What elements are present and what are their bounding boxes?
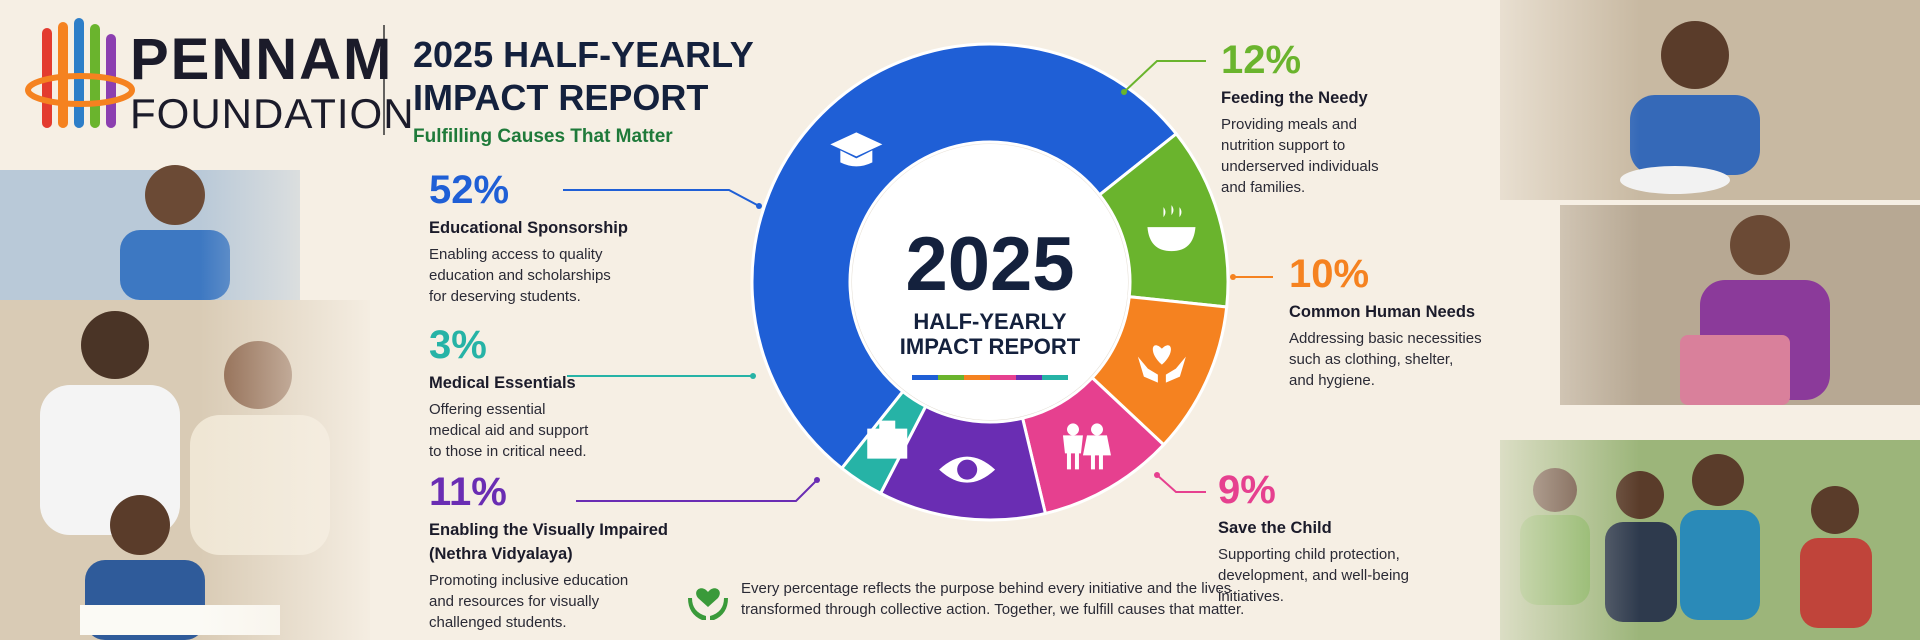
value-label: 9% bbox=[1218, 468, 1276, 512]
description-line: Providing meals and bbox=[1221, 116, 1357, 133]
title: IMPACT REPORT bbox=[413, 77, 709, 118]
center-color-bar bbox=[912, 375, 938, 380]
description: Supporting child protection, development,… bbox=[1218, 544, 1518, 607]
connector-dot bbox=[1230, 274, 1236, 280]
category-name: Common Human Needs bbox=[1289, 303, 1476, 321]
annotation: 9% Save the Child Supporting child protect… bbox=[1218, 468, 1518, 607]
connector-dot bbox=[756, 203, 762, 209]
left-photos bbox=[0, 160, 380, 640]
center-line: IMPACT REPORT bbox=[900, 334, 1081, 359]
connector-dot bbox=[1154, 472, 1160, 478]
segment-icon bbox=[1137, 345, 1186, 383]
center-year: 2025 bbox=[905, 222, 1074, 307]
value-label: 3% bbox=[429, 323, 487, 367]
value-label: 52% bbox=[429, 168, 510, 212]
description-line: and hygiene. bbox=[1289, 372, 1375, 389]
connector-line bbox=[576, 479, 818, 502]
segment-icon bbox=[867, 420, 908, 459]
description-line: Offering essential bbox=[429, 401, 546, 418]
annotation: 12% Feeding the Needy Providing meals and n… bbox=[1221, 38, 1521, 198]
description-line: and resources for visually bbox=[429, 593, 600, 610]
connector-line bbox=[1156, 474, 1206, 493]
footer-icon bbox=[688, 588, 728, 620]
description-line: initiatives. bbox=[1218, 588, 1284, 605]
description-line: such as clothing, shelter, bbox=[1289, 351, 1454, 368]
title: 2025 HALF-YEARLY bbox=[413, 34, 754, 75]
annotation: 52% Educational Sponsorship Enabling acces… bbox=[429, 168, 729, 307]
annotation: 3% Medical Essentials Offering essential me… bbox=[429, 323, 729, 462]
connector-dot bbox=[750, 373, 756, 379]
description-line: medical aid and support bbox=[429, 422, 589, 439]
footer-line: Every percentage reflects the purpose be… bbox=[741, 580, 1232, 597]
description-line: Enabling access to quality bbox=[429, 246, 603, 263]
center-color-bar bbox=[990, 375, 1016, 380]
connector-line bbox=[1123, 60, 1206, 93]
footer-line: transformed through collective action. T… bbox=[741, 601, 1245, 618]
logo-mark bbox=[25, 18, 135, 128]
center-color-bar bbox=[1042, 375, 1068, 380]
description-line: for deserving students. bbox=[429, 288, 581, 305]
category-name: Save the Child bbox=[1218, 519, 1332, 537]
description: Addressing basic necessities such as clot… bbox=[1289, 328, 1589, 391]
segment-icon bbox=[1147, 205, 1196, 252]
value-label: 11% bbox=[429, 470, 507, 514]
category-name: Enabling the Visually Impaired (Nethra V… bbox=[429, 521, 669, 563]
description-line: challenged students. bbox=[429, 614, 567, 631]
connector-dot bbox=[814, 477, 820, 483]
description-line: nutrition support to bbox=[1221, 137, 1346, 154]
segment-icon bbox=[939, 456, 996, 483]
description: Promoting inclusive education and resourc… bbox=[429, 570, 729, 633]
description-line: education and scholarships bbox=[429, 267, 611, 284]
annotation: 10% Common Human Needs Addressing basic ne… bbox=[1289, 252, 1589, 391]
connector-dot bbox=[1121, 89, 1127, 95]
connector-line bbox=[563, 189, 760, 207]
category-name: Educational Sponsorship bbox=[429, 219, 628, 237]
center-line: HALF-YEARLY bbox=[913, 309, 1067, 334]
footer-text: Every percentage reflects the purpose be… bbox=[741, 578, 1244, 620]
description-line: and families. bbox=[1221, 179, 1306, 196]
value-label: 12% bbox=[1221, 38, 1302, 82]
center-color-bar bbox=[1016, 375, 1042, 380]
description-line: Addressing basic necessities bbox=[1289, 330, 1482, 347]
description-line: Supporting child protection, bbox=[1218, 546, 1400, 563]
logo-line: PENNAM bbox=[130, 27, 394, 92]
center-color-bar bbox=[938, 375, 964, 380]
right-photos bbox=[1440, 0, 1920, 640]
description: Providing meals and nutrition support to u… bbox=[1221, 114, 1521, 198]
description-line: to those in critical need. bbox=[429, 443, 587, 460]
segment-icon bbox=[1062, 423, 1111, 470]
center-color-bar bbox=[964, 375, 990, 380]
description-line: development, and well-being bbox=[1218, 567, 1409, 584]
description-line: underserved individuals bbox=[1221, 158, 1379, 175]
subtitle: Fulfilling Causes That Matter bbox=[413, 126, 673, 147]
description: Offering essential medical aid and suppor… bbox=[429, 399, 729, 462]
logo-line: FOUNDATION bbox=[130, 90, 415, 137]
value-label: 10% bbox=[1289, 252, 1370, 296]
donut-center bbox=[852, 144, 1128, 420]
description-line: Promoting inclusive education bbox=[429, 572, 629, 589]
category-name: Medical Essentials bbox=[429, 374, 576, 392]
segment-icon bbox=[830, 132, 883, 167]
category-name: Feeding the Needy bbox=[1221, 89, 1368, 107]
annotation: 11% Enabling the Visually Impaired (Nethr… bbox=[429, 470, 729, 633]
description: Enabling access to quality education and … bbox=[429, 244, 729, 307]
